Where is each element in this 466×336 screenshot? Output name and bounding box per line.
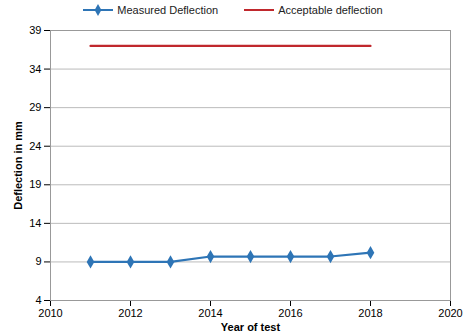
svg-text:2016: 2016 xyxy=(278,307,302,319)
svg-text:2010: 2010 xyxy=(38,307,62,319)
svg-text:39: 39 xyxy=(29,24,41,36)
svg-text:2012: 2012 xyxy=(118,307,142,319)
svg-text:9: 9 xyxy=(35,255,41,267)
svg-text:4: 4 xyxy=(35,294,41,306)
svg-text:14: 14 xyxy=(29,217,41,229)
svg-text:Year of test: Year of test xyxy=(221,321,281,333)
svg-text:19: 19 xyxy=(29,178,41,190)
svg-text:2018: 2018 xyxy=(358,307,382,319)
svg-text:34: 34 xyxy=(29,63,41,75)
svg-text:2020: 2020 xyxy=(438,307,462,319)
svg-text:Deflection in mm: Deflection in mm xyxy=(12,121,24,210)
svg-text:24: 24 xyxy=(29,140,41,152)
svg-text:29: 29 xyxy=(29,101,41,113)
svg-text:2014: 2014 xyxy=(198,307,222,319)
html-text:Measured Deflection: Measured Deflection xyxy=(117,4,219,16)
html-text:Acceptable deflection: Acceptable deflection xyxy=(278,4,383,16)
